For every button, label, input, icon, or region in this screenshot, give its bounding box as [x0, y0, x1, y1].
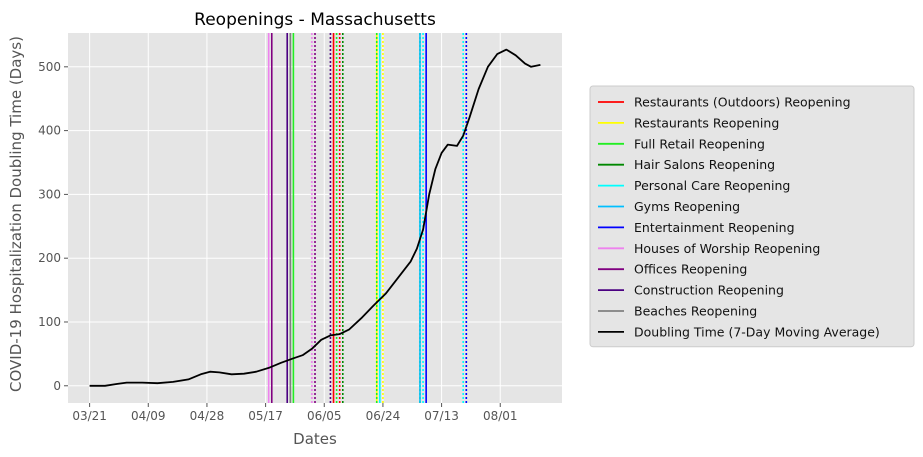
x-tick-label: 07/13 [424, 409, 459, 423]
legend-entry-label: Gyms Reopening [634, 199, 740, 214]
x-tick-label: 03/21 [72, 409, 107, 423]
x-axis-label: Dates [293, 430, 337, 448]
x-tick-label: 06/24 [366, 409, 401, 423]
y-tick-label: 400 [38, 124, 61, 138]
legend: Restaurants (Outdoors) Reopening Restaura… [589, 85, 915, 348]
plot-area: 0 100 200 300 400 500 03/21 04/09 04/28 05/17 06/0… [38, 33, 562, 423]
legend-box [589, 85, 915, 348]
legend-entry-label: Construction Reopening [634, 283, 784, 298]
legend-entry-label: Offices Reopening [634, 262, 747, 277]
legend-entry-label: Beaches Reopening [634, 304, 757, 319]
y-tick-label: 100 [38, 315, 61, 329]
legend-entry-label: Houses of Worship Reopening [634, 241, 820, 256]
legend-entry-label: Personal Care Reopening [634, 178, 790, 193]
x-tick-label: 08/01 [483, 409, 518, 423]
legend-entry-label: Restaurants (Outdoors) Reopening [634, 95, 851, 110]
chart-title: Reopenings - Massachusetts [194, 10, 436, 30]
legend-entry-label: Entertainment Reopening [634, 220, 795, 235]
x-tick-label: 06/05 [307, 409, 342, 423]
legend-entry-label: Full Retail Reopening [634, 136, 765, 151]
y-tick-label: 0 [53, 379, 61, 393]
y-tick-label: 300 [38, 187, 61, 201]
legend-entry-label: Restaurants Reopening [634, 115, 779, 130]
legend-entry-label: Hair Salons Reopening [634, 157, 775, 172]
x-tick-label: 04/28 [190, 409, 225, 423]
x-tick-label: 04/09 [131, 409, 166, 423]
series-line-doubling-time [89, 48, 541, 387]
y-tick-label: 500 [38, 60, 61, 74]
x-tick-label: 05/17 [248, 409, 283, 423]
legend-entry-label: Doubling Time (7-Day Moving Average) [634, 324, 880, 339]
y-tick-label: 200 [38, 251, 61, 265]
y-axis-label: COVID-19 Hospitalization Doubling Time (… [7, 36, 25, 392]
